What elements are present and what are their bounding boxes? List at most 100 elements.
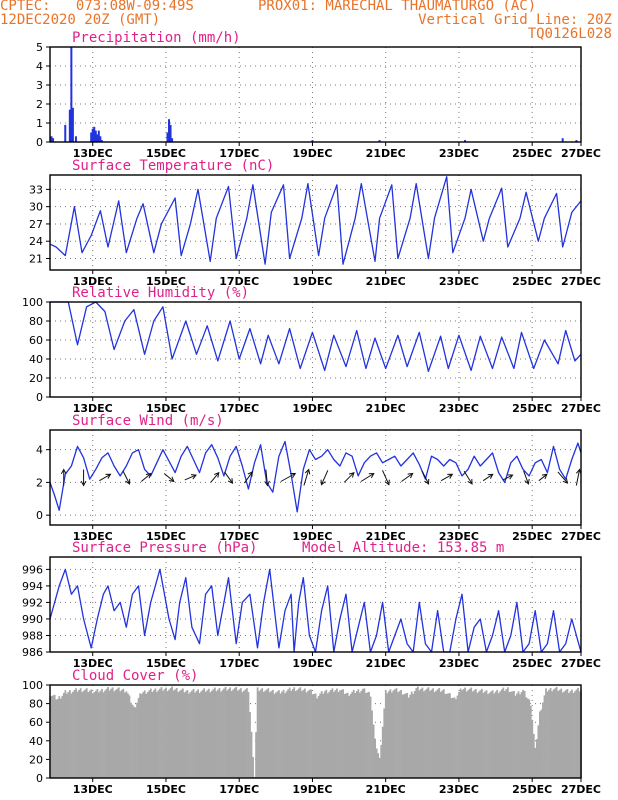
y-tick-label: 27	[29, 218, 43, 231]
cloud-bar	[540, 709, 543, 778]
x-tick-label: 23DEC	[439, 147, 479, 160]
cloud-bar	[140, 693, 143, 778]
x-tick-label: 21DEC	[366, 147, 406, 160]
x-tick-label: 23DEC	[439, 402, 479, 415]
cloud-bar	[91, 693, 94, 778]
y-tick-label: 60	[29, 716, 43, 729]
y-tick-label: 40	[29, 353, 43, 366]
x-tick-label: 27DEC	[561, 402, 601, 415]
cloud-bar	[426, 688, 428, 778]
cloud-bar	[510, 691, 512, 778]
cloud-bar	[267, 688, 270, 778]
cloud-bar	[572, 693, 575, 778]
cloud-frame	[49, 684, 582, 779]
cloud-bar	[217, 689, 219, 778]
cloud-bar	[320, 691, 323, 778]
wind-arrow	[80, 469, 87, 487]
cloud-bar	[159, 688, 161, 778]
cloud-bar	[259, 689, 262, 778]
cloud-bar	[439, 691, 442, 778]
cloud-bar	[467, 690, 470, 778]
precip-bar	[94, 130, 97, 142]
cloud-bar	[177, 692, 180, 778]
cloud-bar	[213, 687, 216, 778]
cloud-bar	[290, 690, 293, 778]
cloud-bar	[519, 694, 521, 778]
cloud-bar	[316, 698, 319, 778]
cloud-bar	[56, 698, 59, 778]
x-tick-label: 25DEC	[512, 783, 552, 796]
cloud-bar	[133, 706, 135, 778]
x-tick-label: 23DEC	[439, 657, 479, 670]
cloud-bar	[296, 689, 299, 778]
cloud-bar	[447, 693, 450, 778]
x-tick-label: 17DEC	[219, 657, 259, 670]
cloud-bar	[474, 688, 477, 778]
cloud-bar	[413, 690, 416, 778]
y-tick-label: 988	[22, 629, 43, 642]
precip-bar	[96, 134, 99, 142]
cloud-bar	[441, 690, 444, 778]
cloud-bar	[209, 692, 212, 778]
wind-arrow	[421, 470, 430, 485]
cloud-bar	[502, 687, 505, 778]
cloud-bar	[444, 694, 447, 778]
y-tick-label: 4	[36, 444, 43, 457]
x-tick-label: 27DEC	[561, 147, 601, 160]
cloud-bar	[50, 695, 53, 778]
y-tick-label: 996	[22, 563, 43, 576]
cloud-bar	[438, 687, 441, 778]
cloud-bar	[423, 691, 425, 778]
precip-bar	[90, 132, 93, 142]
cloud-bar	[390, 692, 393, 778]
cloud-bar	[563, 691, 566, 778]
cloud-bar	[194, 692, 196, 778]
cloud-bar	[62, 692, 65, 778]
cloud-bar	[200, 691, 203, 778]
x-tick-label: 27DEC	[561, 275, 601, 288]
wind-arrow	[280, 472, 297, 482]
x-tick-label: 17DEC	[219, 783, 259, 796]
cloud-bar	[72, 691, 74, 778]
cloud-bar	[354, 692, 357, 778]
cloud-bar	[232, 689, 235, 778]
cloud-bar	[395, 688, 398, 778]
cloud-bar	[380, 744, 383, 778]
cloud-bar	[325, 689, 328, 778]
cloud-bar	[163, 689, 166, 778]
cloud-bar	[67, 691, 70, 778]
cloud-bar	[378, 757, 381, 778]
cloud-bar	[284, 693, 286, 778]
cloud-bar	[139, 693, 142, 778]
x-tick-label: 15DEC	[146, 275, 186, 288]
x-tick-label: 19DEC	[292, 530, 332, 543]
cloud-bar	[105, 688, 108, 778]
cloud-bar	[477, 691, 480, 778]
y-tick-label: 40	[29, 735, 43, 748]
cloud-bar	[459, 688, 462, 778]
cloud-bar	[384, 690, 387, 778]
cloud-bar	[482, 692, 485, 778]
x-tick-label: 19DEC	[292, 657, 332, 670]
wind-arrow	[163, 473, 175, 483]
temp-panel: Surface Temperature (nC) 21 24 27 30 33 13DEC 1…	[29, 158, 601, 288]
cloud-bar	[337, 692, 340, 778]
cloud-bar	[69, 690, 71, 778]
cloud-bar	[108, 690, 111, 778]
cloud-bar	[394, 689, 396, 778]
cloud-bar	[435, 690, 438, 778]
wind-frame	[49, 429, 582, 526]
cloud-bar	[535, 739, 538, 778]
cloud-bar	[531, 719, 534, 778]
temp-title: Surface Temperature (nC)	[72, 158, 274, 174]
x-tick-label: 19DEC	[292, 402, 332, 415]
y-tick-label: 2	[36, 476, 43, 489]
cloud-bar	[410, 691, 413, 778]
cloud-bar	[183, 692, 186, 778]
cloud-bar	[387, 691, 390, 778]
cloud-bar	[448, 693, 451, 778]
cloud-bar	[322, 693, 325, 778]
cloud-bar	[302, 689, 305, 778]
cloud-bar	[496, 689, 499, 778]
pres-line	[49, 568, 582, 653]
